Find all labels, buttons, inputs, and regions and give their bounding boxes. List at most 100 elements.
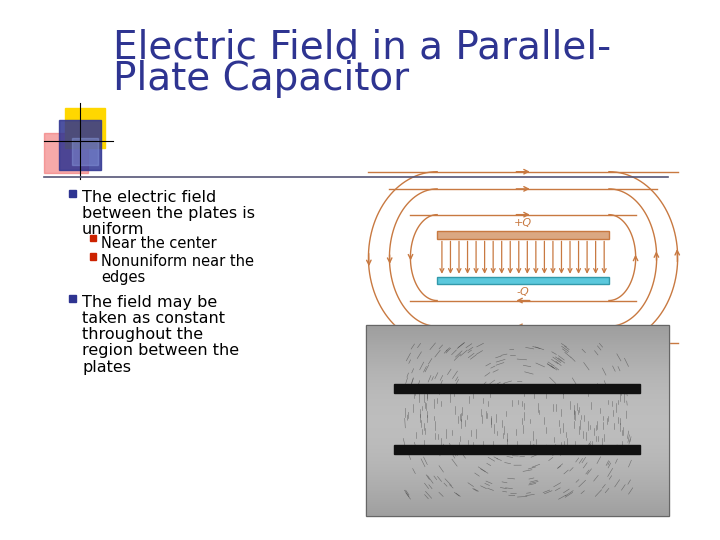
Bar bbox=[366, 505, 669, 506]
Bar bbox=[366, 469, 669, 470]
Bar bbox=[366, 327, 669, 328]
Bar bbox=[366, 376, 669, 377]
Bar bbox=[366, 386, 669, 387]
Bar bbox=[366, 393, 669, 394]
Bar bbox=[366, 512, 669, 514]
Bar bbox=[366, 423, 669, 424]
Bar bbox=[366, 360, 669, 361]
Bar bbox=[394, 383, 641, 393]
Bar bbox=[366, 480, 669, 481]
Bar bbox=[366, 372, 669, 373]
Bar bbox=[366, 382, 669, 383]
Bar bbox=[366, 354, 669, 355]
Bar bbox=[90, 253, 96, 260]
Bar bbox=[366, 379, 669, 380]
Text: uniform: uniform bbox=[82, 222, 145, 237]
Bar bbox=[366, 441, 669, 442]
Bar bbox=[366, 501, 669, 502]
Bar bbox=[366, 392, 669, 393]
Bar bbox=[366, 332, 669, 333]
Bar bbox=[366, 468, 669, 469]
Bar bbox=[366, 479, 669, 480]
Bar bbox=[366, 428, 669, 429]
Bar bbox=[366, 472, 669, 473]
Bar bbox=[366, 408, 669, 409]
Bar bbox=[366, 426, 669, 427]
Text: between the plates is: between the plates is bbox=[82, 206, 255, 221]
Bar bbox=[366, 497, 669, 498]
Bar bbox=[366, 451, 669, 453]
Bar bbox=[366, 443, 669, 444]
Text: edges: edges bbox=[102, 270, 145, 285]
Bar bbox=[366, 406, 669, 407]
Bar bbox=[366, 432, 669, 433]
Bar bbox=[366, 436, 669, 437]
Bar bbox=[366, 346, 669, 347]
Bar bbox=[366, 488, 669, 489]
Bar bbox=[366, 433, 669, 434]
Bar bbox=[366, 377, 669, 378]
Bar bbox=[366, 394, 669, 395]
Bar bbox=[366, 470, 669, 471]
Bar bbox=[366, 476, 669, 477]
Bar bbox=[366, 341, 669, 342]
Bar bbox=[366, 471, 669, 472]
Bar bbox=[366, 370, 669, 371]
Bar bbox=[366, 492, 669, 494]
Text: The field may be: The field may be bbox=[82, 295, 217, 310]
Bar bbox=[366, 438, 669, 439]
Bar bbox=[366, 401, 669, 402]
Bar bbox=[366, 395, 669, 396]
Text: Near the center: Near the center bbox=[102, 235, 217, 251]
Bar bbox=[366, 431, 669, 432]
Bar bbox=[366, 416, 669, 417]
Bar bbox=[366, 349, 669, 350]
Bar bbox=[366, 485, 669, 487]
Bar bbox=[71, 138, 99, 165]
Bar bbox=[366, 414, 669, 415]
Bar bbox=[366, 499, 669, 500]
Bar bbox=[366, 388, 669, 389]
Bar bbox=[59, 120, 102, 170]
Bar bbox=[366, 366, 669, 367]
Bar bbox=[437, 276, 609, 285]
Bar bbox=[366, 357, 669, 358]
Bar bbox=[366, 447, 669, 448]
Bar bbox=[366, 420, 669, 421]
Bar bbox=[366, 455, 669, 456]
Bar bbox=[366, 404, 669, 406]
Bar bbox=[366, 464, 669, 465]
Bar bbox=[366, 326, 669, 327]
Text: -Q: -Q bbox=[517, 287, 529, 297]
Bar bbox=[366, 345, 669, 346]
Bar bbox=[366, 496, 669, 497]
Bar bbox=[366, 415, 669, 416]
Bar bbox=[366, 331, 669, 332]
Bar bbox=[366, 363, 669, 364]
Bar bbox=[366, 384, 669, 386]
Bar bbox=[366, 494, 669, 495]
Bar bbox=[366, 478, 669, 479]
Bar bbox=[366, 403, 669, 404]
Bar bbox=[366, 506, 669, 507]
Text: Nonuniform near the: Nonuniform near the bbox=[102, 254, 254, 269]
Text: +Q: +Q bbox=[514, 218, 532, 228]
Bar bbox=[366, 484, 669, 485]
Bar bbox=[366, 437, 669, 438]
Bar bbox=[366, 402, 669, 403]
Bar bbox=[366, 368, 669, 369]
Bar bbox=[366, 508, 669, 509]
Bar bbox=[366, 347, 669, 348]
Bar bbox=[366, 483, 669, 484]
Bar bbox=[366, 336, 669, 337]
Bar bbox=[366, 489, 669, 490]
Bar bbox=[366, 462, 669, 463]
Bar bbox=[366, 465, 669, 467]
Bar bbox=[68, 190, 76, 198]
Bar bbox=[366, 358, 669, 359]
Bar bbox=[366, 387, 669, 388]
Bar bbox=[366, 348, 669, 349]
Bar bbox=[366, 503, 669, 504]
Bar bbox=[366, 511, 669, 512]
Bar bbox=[366, 381, 669, 382]
